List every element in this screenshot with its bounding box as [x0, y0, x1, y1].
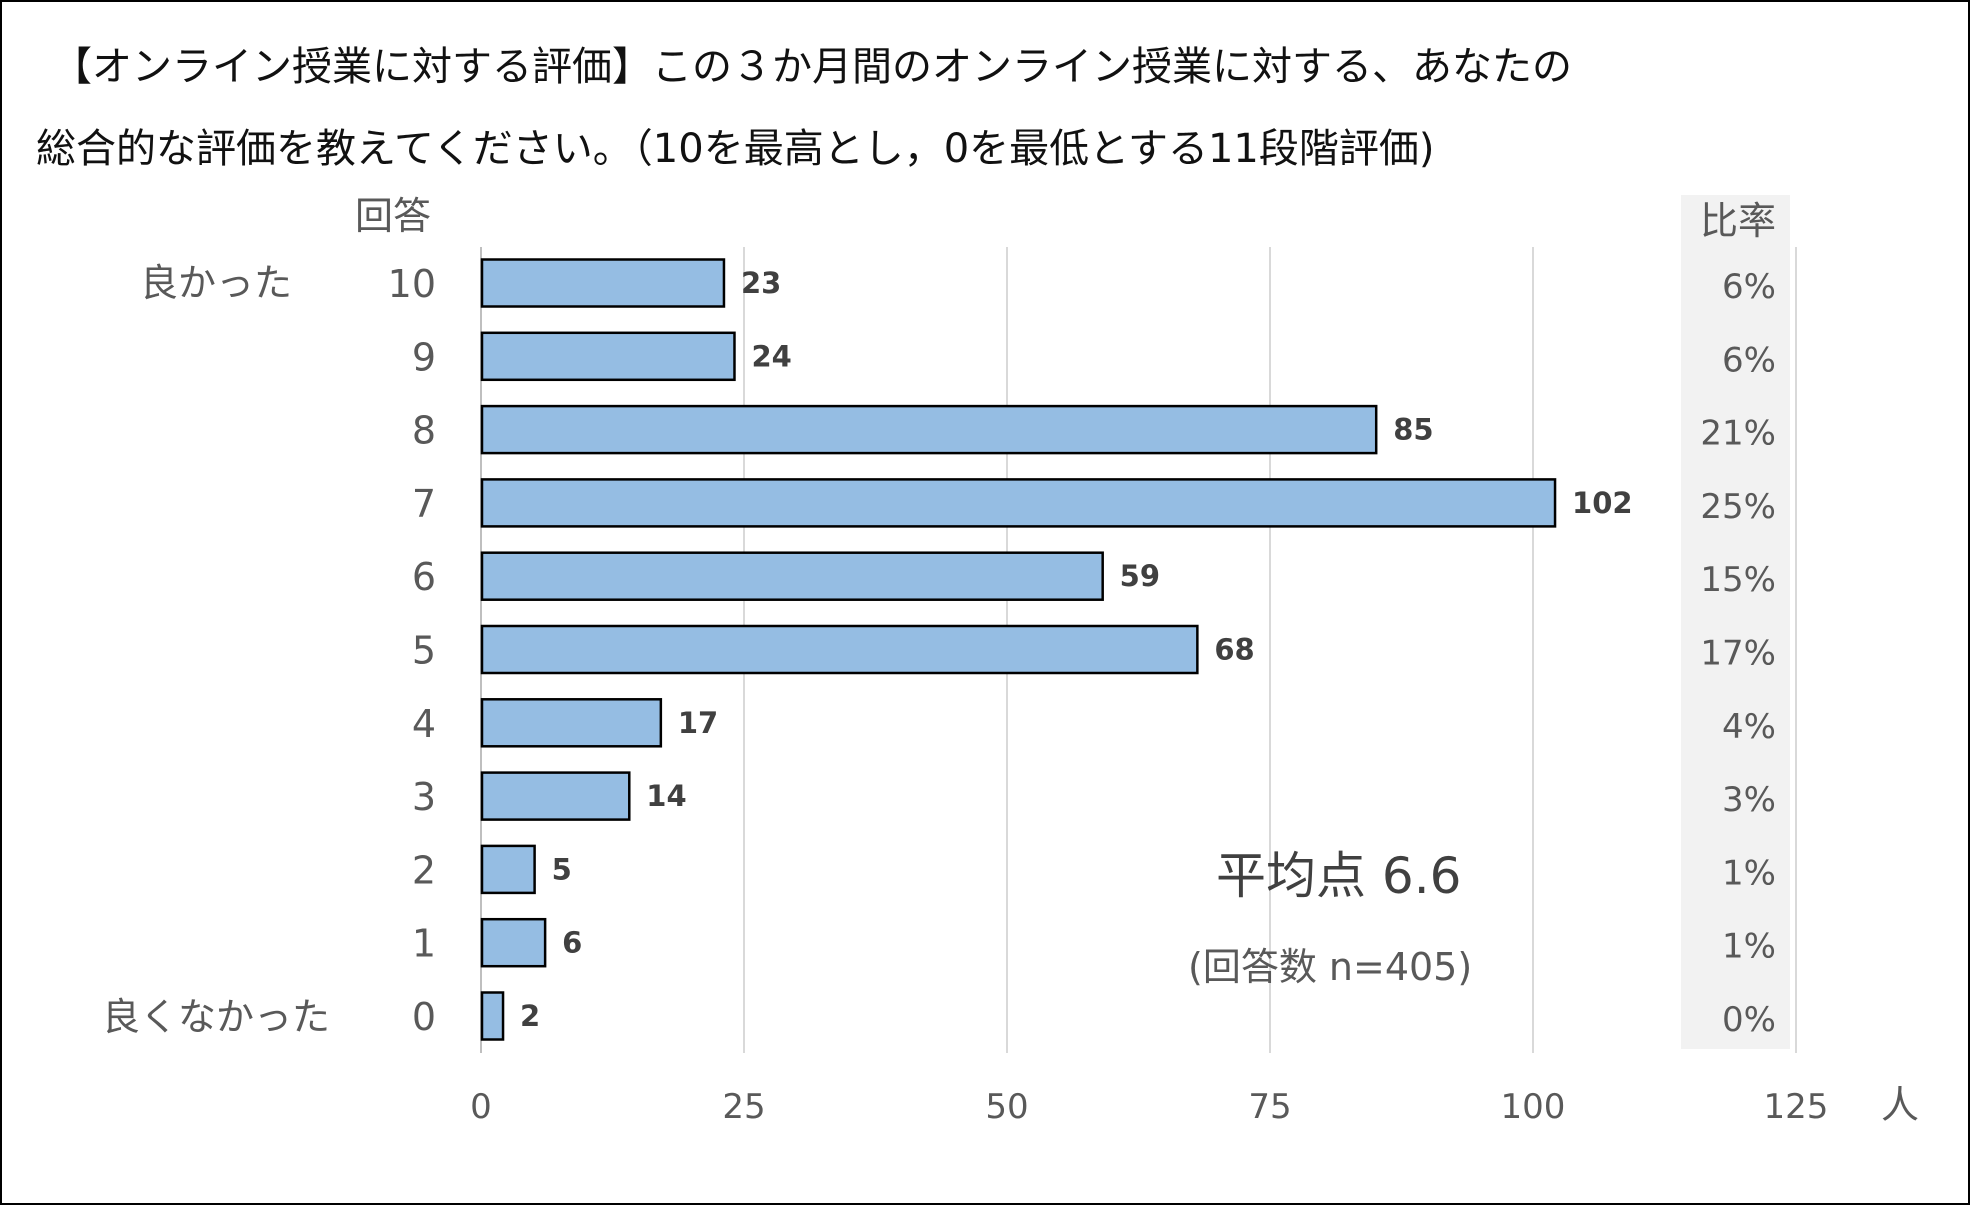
bar — [480, 551, 1104, 601]
y-tick-label: 1 — [412, 922, 436, 966]
ratio-label: 1% — [1722, 927, 1776, 967]
data-label: 59 — [1120, 559, 1160, 593]
y-tick-label: 4 — [412, 702, 436, 746]
bottom-anchor-label: 良くなかった — [102, 995, 330, 1039]
y-tick-label: 9 — [412, 335, 436, 379]
ratio-label: 3% — [1722, 780, 1776, 820]
bar — [480, 698, 663, 748]
ratio-column-bg — [1681, 195, 1790, 1049]
ratio-label: 21% — [1700, 414, 1776, 454]
data-label: 85 — [1393, 413, 1433, 447]
bar — [480, 844, 536, 895]
top-anchor-label: 良かった — [140, 261, 292, 305]
y-tick-label: 7 — [412, 482, 436, 526]
bar — [480, 624, 1199, 675]
bar — [480, 258, 726, 308]
y-tick-label: 8 — [412, 409, 436, 453]
x-tick-label: 0 — [470, 1087, 492, 1127]
y-tick-label: 5 — [412, 629, 436, 673]
ratio-label: 6% — [1722, 267, 1776, 307]
y-tick-label: 10 — [388, 262, 436, 306]
bar — [480, 991, 505, 1041]
y-tick-label: 6 — [412, 555, 436, 599]
ratio-label: 15% — [1700, 560, 1776, 600]
ratio-label: 0% — [1722, 1000, 1776, 1040]
ratio-label: 6% — [1722, 340, 1776, 380]
ratio-header: 比率 — [1700, 199, 1776, 243]
ratio-label: 4% — [1722, 707, 1776, 747]
x-tick-label: 125 — [1764, 1087, 1829, 1127]
data-label: 24 — [751, 339, 791, 373]
chart-title-line1: 【オンライン授業に対する評価】この３か月間のオンライン授業に対する、あなたの — [52, 44, 1572, 90]
data-label: 68 — [1214, 633, 1254, 667]
data-label: 6 — [562, 926, 582, 960]
y-tick-label: 3 — [412, 775, 436, 819]
data-label: 102 — [1572, 486, 1633, 520]
x-tick-label: 50 — [985, 1087, 1028, 1127]
data-label: 17 — [678, 706, 718, 740]
ratio-label: 17% — [1700, 634, 1776, 674]
ratio-label: 1% — [1722, 853, 1776, 893]
bar — [480, 771, 631, 821]
response-count-text: (回答数 n=405) — [1188, 945, 1472, 989]
x-tick-label: 25 — [722, 1087, 765, 1127]
y-tick-label: 2 — [412, 848, 436, 892]
y-axis-label: 回答 — [355, 194, 431, 238]
x-tick-label: 100 — [1501, 1087, 1566, 1127]
data-label: 2 — [520, 999, 540, 1033]
data-label: 5 — [552, 852, 572, 886]
data-label: 23 — [741, 266, 781, 300]
chart-title-line2: 総合的な評価を教えてください。（10を最高とし，0を最低とする11段階評価) — [36, 126, 1434, 172]
average-score-text: 平均点 6.6 — [1216, 847, 1461, 905]
x-axis-unit-label: 人 — [1881, 1083, 1919, 1127]
x-tick-label: 75 — [1248, 1087, 1291, 1127]
bar — [480, 331, 736, 382]
ratio-label: 25% — [1700, 487, 1776, 527]
bar — [480, 917, 547, 968]
data-label: 14 — [646, 779, 686, 813]
y-tick-label: 0 — [412, 995, 436, 1039]
bar — [480, 404, 1378, 455]
bar — [480, 478, 1557, 528]
